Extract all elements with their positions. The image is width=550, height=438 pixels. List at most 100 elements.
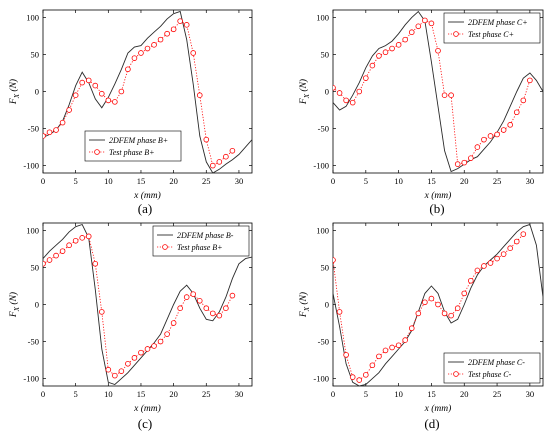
- chart0-legend: 2DFEM phase B+ Test phase B+: [84, 130, 182, 162]
- chart2-test-point: [105, 366, 112, 373]
- chart3-test-point: [402, 337, 408, 343]
- chart2-legend-label: Test phase B+: [177, 243, 223, 252]
- caption-c: (c): [138, 416, 152, 431]
- caption-d: (d): [424, 416, 439, 431]
- chart1-test-point: [363, 75, 369, 81]
- chart0-test-line: [43, 20, 233, 167]
- chart3-test-point: [441, 310, 448, 317]
- chart1-x-tick-label: 25: [493, 176, 502, 186]
- chart3-test-point: [481, 263, 487, 269]
- chart0-test-point: [72, 92, 79, 99]
- chart1-x-tick-label: 20: [460, 176, 469, 186]
- chart2-legend-box: [152, 225, 250, 257]
- chart3-legend: 2DFEM phase C- Test phase C-: [443, 352, 541, 384]
- chart0-test-point: [79, 79, 85, 86]
- chart2-test-point: [85, 233, 92, 240]
- chart1-test-point: [468, 155, 474, 161]
- chart1-test-point: [507, 122, 513, 128]
- chart3-x-tick-label: 10: [394, 389, 403, 399]
- chart0-test-point: [125, 66, 131, 73]
- chart0-x-tick-label: 20: [169, 176, 178, 186]
- chart0-test-point: [177, 18, 183, 24]
- chart3-y-tick-label: 100: [316, 225, 329, 235]
- chart1-test-point: [441, 92, 448, 99]
- chart3-y-tick-label: 50: [321, 262, 330, 272]
- chart2-test-point: [112, 372, 118, 379]
- chart2-test-point: [164, 331, 170, 337]
- chart2-test-point: [151, 343, 157, 349]
- chart0-test-point: [46, 129, 53, 136]
- chart2-test-point: [183, 294, 190, 300]
- chart3-x-tick-label: 20: [460, 389, 469, 399]
- chart3-x-tick-label: 15: [427, 389, 436, 399]
- chart1-y-tick-label: -50: [318, 124, 329, 134]
- chart1-test-point: [395, 42, 402, 48]
- chart1-legend-label: 2DFEM phase C+: [468, 18, 528, 27]
- panel-b: (b) 0 5 10 15 20 25 30 -100 -50 0 50 100 x (mm) FX (N…: [298, 9, 544, 216]
- chart2-legend-label: 2DFEM phase B-: [177, 231, 234, 240]
- chart3-test-point: [520, 231, 527, 237]
- chart3-test-point: [461, 290, 468, 297]
- chart2-test-point: [170, 320, 177, 326]
- chart1-test-point: [500, 127, 507, 133]
- chart1-test-point: [520, 97, 527, 104]
- chart1-legend-swatch-test-marker: [453, 31, 459, 37]
- chart0-test-point: [53, 127, 59, 133]
- chart2-test-point: [190, 291, 197, 297]
- chart2-legend-swatch-test-marker: [162, 244, 168, 250]
- chart1-test-point: [356, 88, 363, 95]
- chart3-test-point: [468, 277, 474, 284]
- chart3-y-axis-label: FX (N): [298, 292, 311, 318]
- chart1-test-point: [333, 84, 336, 91]
- chart3-test-point: [336, 309, 343, 315]
- chart3-y-tick-label: 0: [325, 300, 329, 310]
- chart0-simulation-line: [43, 10, 252, 173]
- chart1-test-point: [336, 90, 343, 96]
- chart1-test-point: [382, 49, 389, 56]
- chart3-test-point: [382, 347, 389, 354]
- caption-a: (a): [138, 201, 152, 216]
- chart3-legend-box: [443, 352, 541, 384]
- chart0-test-point: [118, 88, 125, 95]
- chart2-test-point: [72, 237, 79, 244]
- chart1-test-point: [494, 131, 500, 138]
- chart2-test-point: [98, 309, 105, 315]
- chart1-test-point: [376, 53, 382, 59]
- chart2-x-tick-label: 5: [74, 389, 78, 399]
- chart2-test-point: [210, 310, 216, 317]
- chart3-test-point: [408, 325, 415, 332]
- chart0-x-tick-label: 30: [235, 176, 244, 186]
- chart0-test-point: [151, 42, 157, 48]
- chart1-simulation-line: [333, 10, 543, 173]
- chart2-test-point: [223, 305, 229, 312]
- chart0-test-point: [59, 119, 66, 126]
- chart0-legend-swatch-test-marker: [94, 149, 100, 155]
- chart2-test-point: [138, 349, 144, 356]
- chart2-y-tick-label: -100: [23, 374, 39, 384]
- chart2-y-tick-label: 50: [31, 262, 40, 272]
- chart2-test-point: [131, 355, 138, 361]
- chart0-series-1: [43, 18, 236, 169]
- chart1-test-point: [402, 36, 408, 43]
- chart1-test-point: [422, 17, 428, 24]
- chart0-test-point: [105, 97, 112, 104]
- chart2-y-tick-label: 100: [26, 225, 39, 235]
- chart2-x-tick-label: 20: [169, 389, 178, 399]
- chart1-y-tick-label: 50: [321, 49, 330, 59]
- chart0-legend-box: [84, 130, 182, 162]
- chart3-test-point: [395, 342, 402, 349]
- chart0-y-axis-label: FX (N): [8, 79, 21, 105]
- chart0-x-tick-label: 5: [74, 176, 78, 186]
- chart0-test-point: [210, 162, 216, 169]
- chart1-legend-label: Test phase C+: [468, 30, 514, 39]
- chart3-legend-label: Test phase C-: [468, 370, 512, 379]
- chart2-series-1: [43, 233, 236, 379]
- chart1-test-point: [513, 109, 520, 116]
- chart3-test-point: [376, 353, 382, 360]
- chart3-test-point: [422, 299, 428, 306]
- chart2-test-point: [118, 368, 125, 374]
- chart0-y-tick-label: -100: [23, 161, 39, 171]
- chart3-test-point: [494, 255, 500, 262]
- chart1-y-tick-label: 100: [316, 12, 329, 22]
- chart2-x-tick-label: 30: [235, 389, 244, 399]
